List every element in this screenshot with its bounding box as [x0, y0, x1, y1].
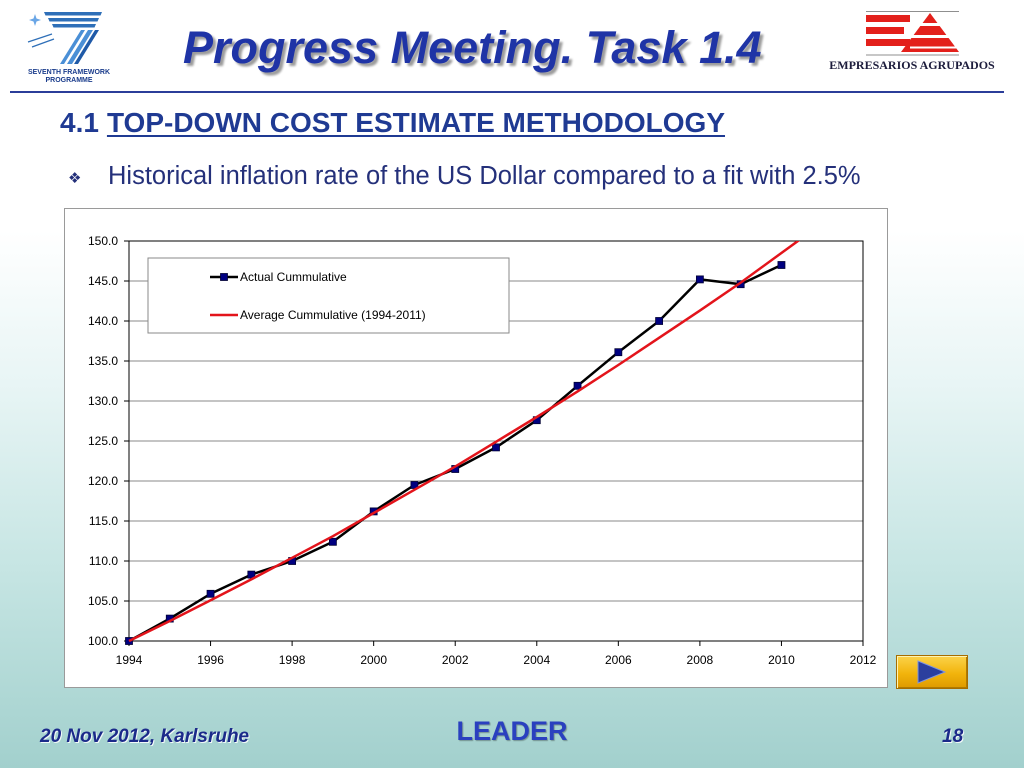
footer-project-name: LEADER [456, 716, 568, 746]
data-point-marker [614, 348, 623, 357]
section-heading: 4.1 TOP-DOWN COST ESTIMATE METHODOLOGY [60, 109, 725, 137]
x-tick-label: 1994 [116, 653, 143, 667]
footer-date-location: 20 Nov 2012, Karlsruhe [40, 726, 250, 747]
empresarios-agrupados-logo: EMPRESARIOS AGRUPADOS [822, 8, 1002, 74]
slide-title: Progress Meeting. Task 1.4 [183, 22, 762, 73]
fp7-logo: SEVENTH FRAMEWORK PROGRAMME [22, 8, 116, 88]
fp7-logo-text-line2: PROGRAMME [45, 77, 93, 84]
legend-label: Average Cummulative (1994-2011) [240, 308, 426, 322]
x-tick-label: 2012 [850, 653, 877, 667]
fp7-seven-icon [27, 12, 102, 64]
y-tick-label: 105.0 [88, 594, 118, 608]
play-right-icon [917, 660, 947, 684]
plot-border [128, 240, 864, 642]
data-point-marker [573, 381, 582, 390]
x-tick-label: 2002 [442, 653, 469, 667]
y-tick-label: 115.0 [89, 514, 118, 528]
x-tick-label: 2000 [360, 653, 387, 667]
data-point-marker [206, 589, 215, 598]
x-tick-label: 2008 [687, 653, 714, 667]
y-tick-label: 120.0 [88, 474, 118, 488]
section-title: TOP-DOWN COST ESTIMATE METHODOLOGY [106, 107, 726, 138]
series-line-1 [128, 241, 801, 643]
y-tick-label: 140.0 [88, 314, 118, 328]
x-tick-label: 1998 [279, 653, 306, 667]
inflation-line-chart: 150.0 145.0 140.0 135.0 130.0 125.0 120.0 115.0… [64, 208, 888, 688]
page-number: 18 [942, 726, 964, 747]
y-tick-label: 145.0 [88, 274, 118, 288]
x-tick-label: 2006 [605, 653, 632, 667]
data-point-marker [328, 537, 337, 546]
legend: Actual Cummulative Average Cummulative (1… [147, 257, 510, 334]
legend-box [147, 257, 510, 334]
y-tick-label: 110.0 [89, 554, 118, 568]
data-point-marker [492, 443, 500, 452]
data-point-marker [777, 261, 786, 269]
ea-mark-icon [866, 11, 959, 56]
x-tick-label: 2010 [768, 653, 795, 667]
ea-logo-text: EMPRESARIOS AGRUPADOS [829, 58, 995, 72]
x-tick-label: 2004 [523, 653, 550, 667]
section-number: 4.1 [60, 107, 99, 138]
y-tick-label: 100.0 [88, 634, 118, 648]
y-tick-label: 130.0 [88, 394, 118, 408]
bullet-diamond-icon: ❖ [68, 169, 82, 187]
bullet-text: Historical inflation rate of the US Doll… [108, 162, 861, 190]
fp7-logo-text-line1: SEVENTH FRAMEWORK [27, 69, 111, 76]
y-tick-label: 135.0 [88, 354, 118, 368]
x-tick-label: 1996 [197, 653, 224, 667]
data-point-marker [655, 317, 664, 325]
y-tick-label: 150.0 [88, 234, 118, 248]
data-point-marker [695, 275, 704, 284]
header-divider [10, 91, 1004, 93]
next-slide-button[interactable] [896, 655, 968, 689]
legend-marker [220, 273, 228, 281]
chart-container: 150.0 145.0 140.0 135.0 130.0 125.0 120.0 115.0… [64, 208, 888, 688]
legend-label: Actual Cummulative [240, 270, 347, 284]
y-tick-label: 125.0 [88, 434, 118, 448]
